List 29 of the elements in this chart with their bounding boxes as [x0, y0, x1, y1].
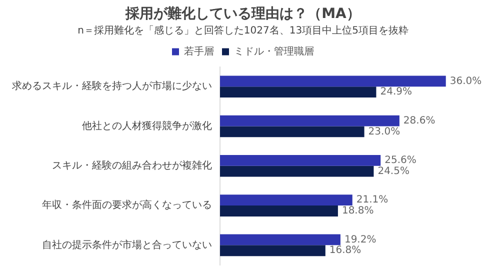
bar [220, 194, 352, 206]
bar [220, 155, 381, 166]
data-label: 24.5% [378, 166, 410, 177]
data-label: 23.0% [368, 126, 400, 138]
y-tick-label: 他社との人材獲得競争が激化 [82, 120, 212, 132]
y-tick-label: 自社の提示条件が市場と合っていない [42, 238, 212, 251]
data-label: 25.6% [384, 155, 416, 166]
data-label: 36.0% [450, 76, 482, 87]
data-label: 24.9% [380, 86, 412, 98]
bar [220, 76, 446, 87]
data-label: 28.6% [403, 115, 436, 126]
chart-subtitle: n＝採用難化を「感じる」と回答した1027名、13項目中上位5項目を抜粋 [78, 24, 408, 36]
legend-label: ミドル・管理職層 [234, 45, 314, 58]
y-tick-label: 年収・条件面の要求が高くなっている [42, 199, 212, 212]
bar [220, 166, 374, 177]
bar [220, 234, 340, 246]
y-tick-label: スキル・経験の組み合わせが複雑化 [52, 159, 212, 172]
bar [220, 86, 376, 98]
data-label: 19.2% [344, 234, 376, 246]
bar [220, 115, 400, 126]
legend-label: 若手層 [184, 45, 214, 58]
chart-title: 採用が難化している理由は？（MA） [124, 6, 360, 22]
data-label: 21.1% [356, 194, 388, 206]
bar [220, 126, 364, 138]
bar [220, 245, 326, 256]
bar [220, 206, 338, 216]
data-label: 16.8% [329, 245, 362, 256]
y-tick-label: 求めるスキル・経験を持つ人が市場に少ない [12, 80, 212, 92]
data-label: 18.8% [342, 206, 374, 217]
